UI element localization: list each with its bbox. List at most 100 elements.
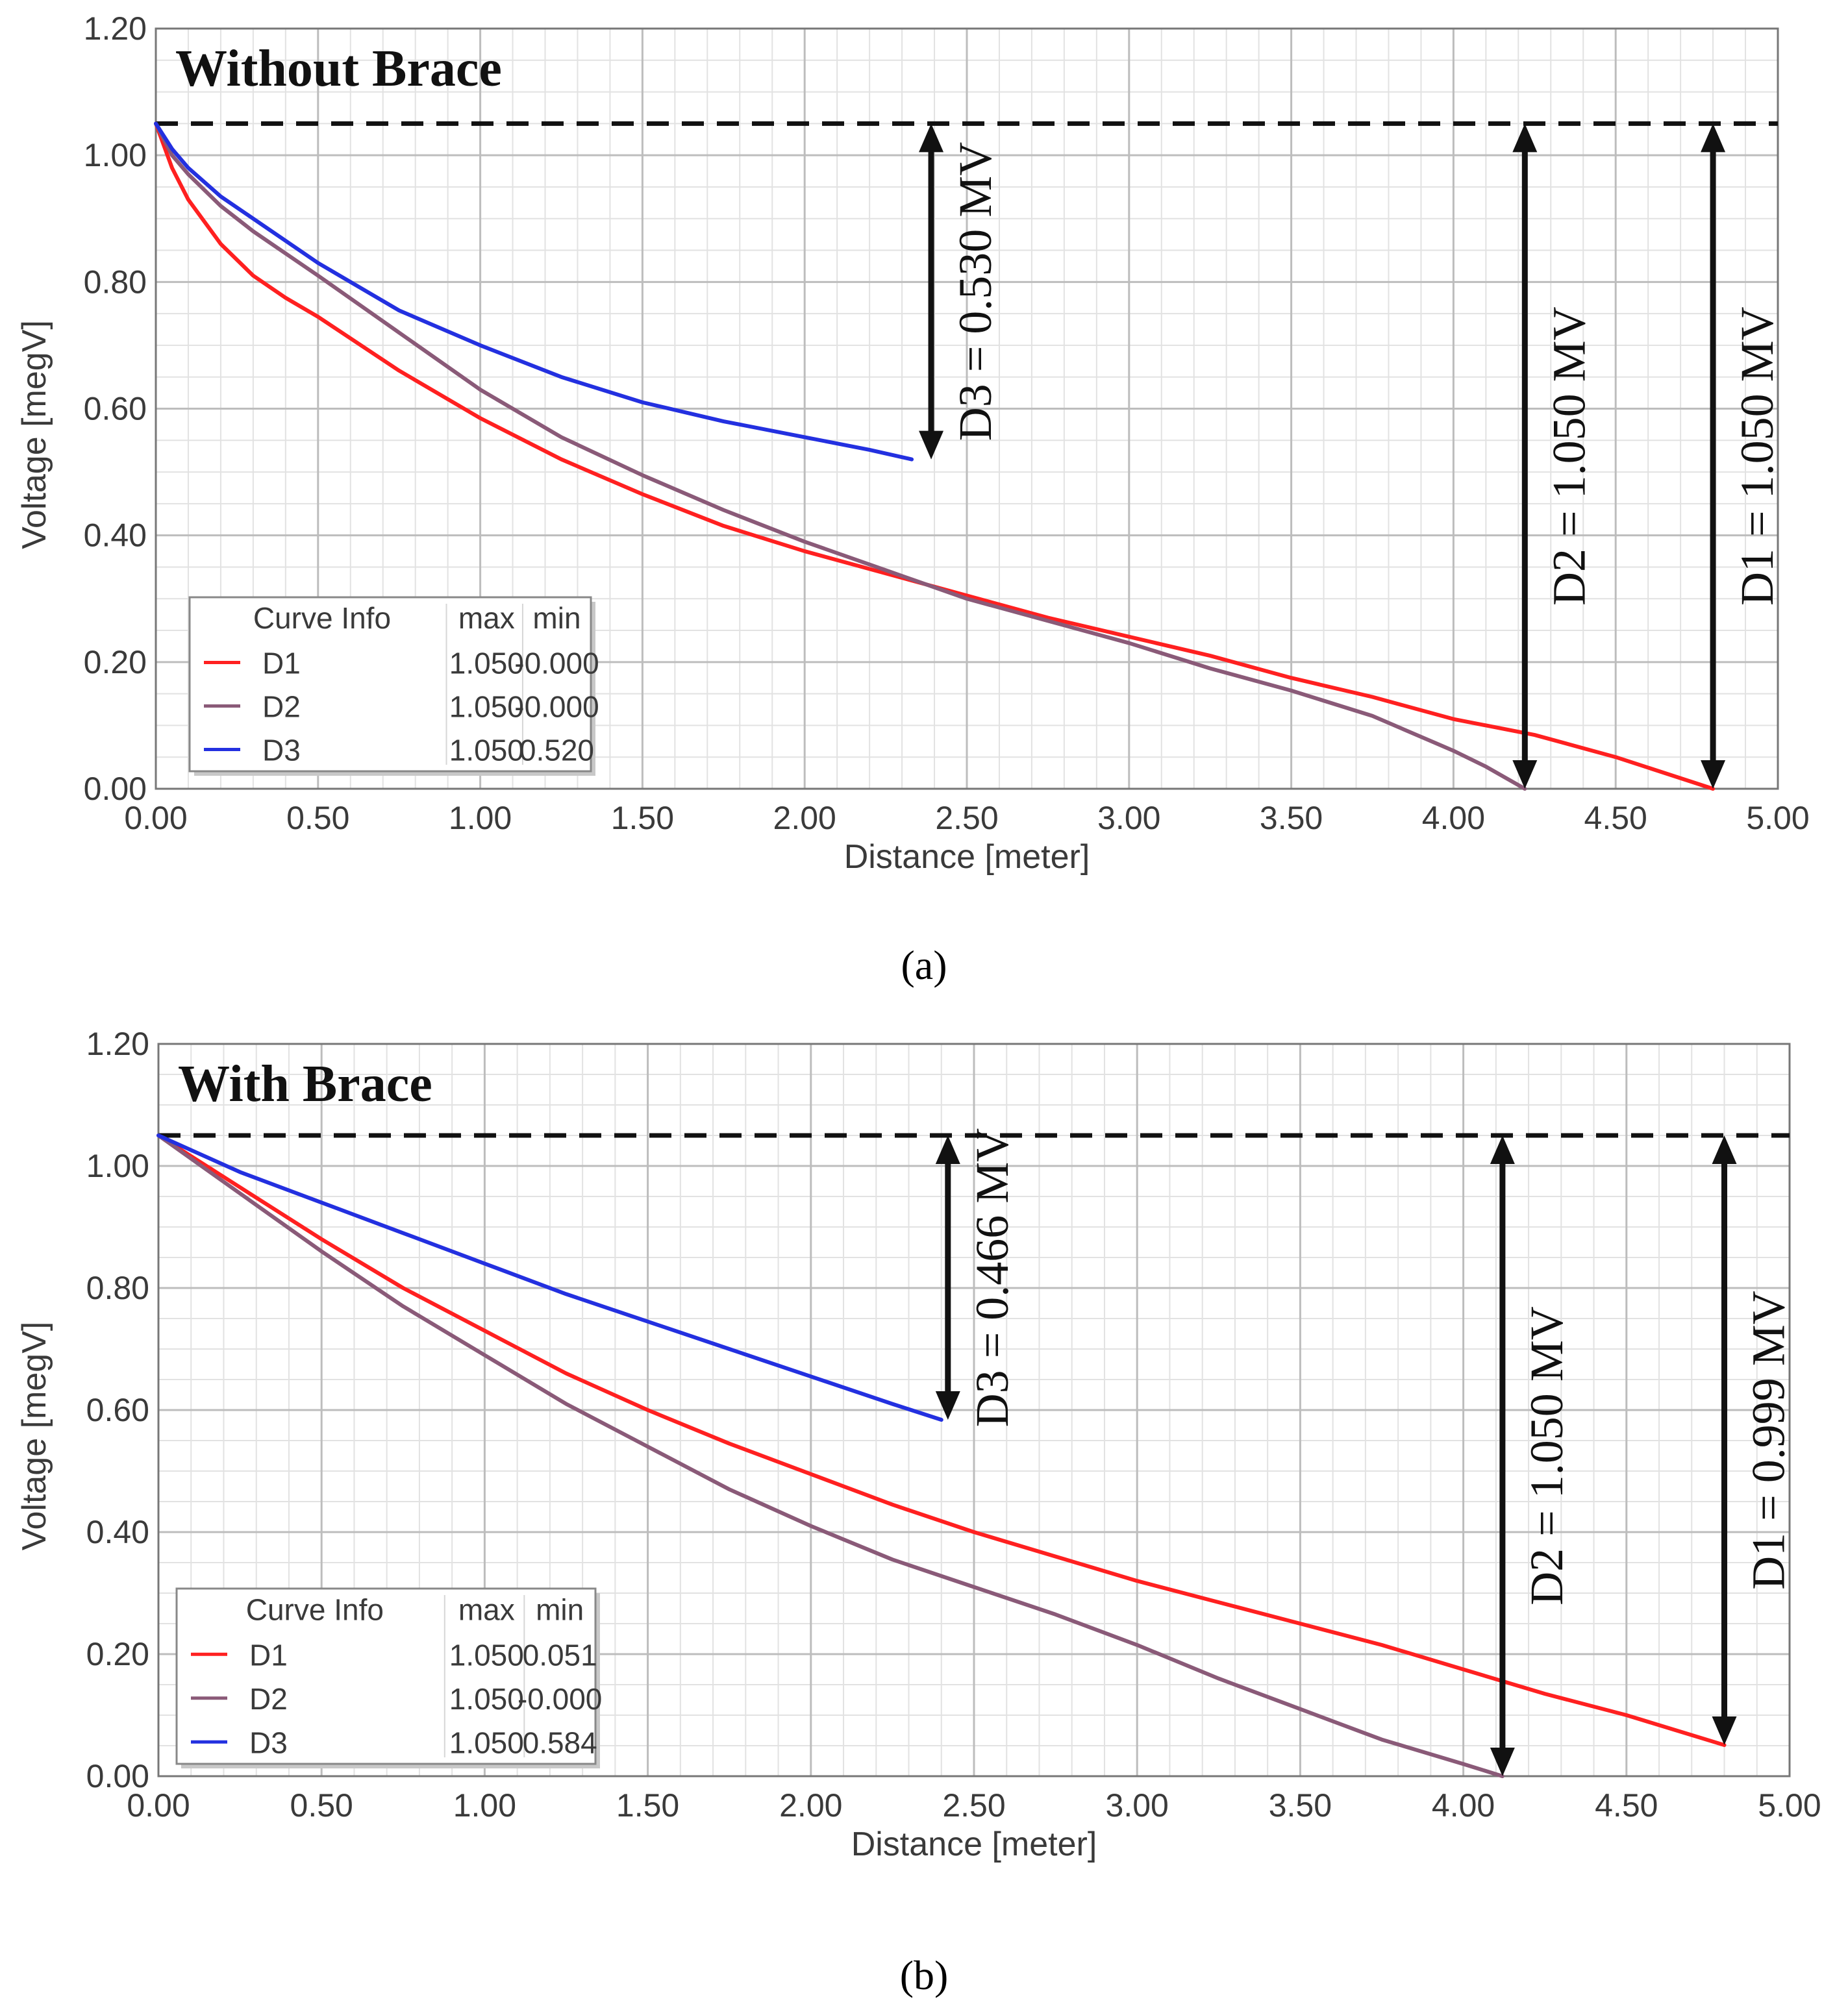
series-line-d1 [156, 1133, 1727, 1748]
x-tick-label: 5.00 [1746, 800, 1809, 836]
legend-min-value: -0.000 [514, 647, 599, 680]
y-tick-label: 1.00 [84, 137, 147, 173]
x-tick-label: 3.00 [1097, 800, 1160, 836]
y-tick-label: 0.20 [84, 644, 147, 680]
legend-header-cell: max [458, 601, 515, 635]
chart-panel-a: 0.00 0.50 1.00 1.50 2.00 2.50 3.00 3.50 4.00 4.50… [16, 10, 1810, 876]
x-tick-label: 3.50 [1269, 1787, 1332, 1824]
annotation-arrow [935, 1135, 960, 1420]
legend-box [188, 596, 592, 773]
legend-series-name: D1 [249, 1638, 288, 1672]
annotation-arrowhead-down [919, 430, 944, 460]
x-tick-label: 1.00 [453, 1787, 516, 1824]
chart-panel-b: 0.00 0.50 1.00 1.50 2.00 2.50 3.00 3.50 4.00 4.50… [16, 1026, 1821, 1863]
annotation-label: D3 = 0.530 MV [949, 142, 1001, 441]
x-tick-label: 0.00 [124, 800, 187, 836]
annotation-arrowhead-up [1712, 1135, 1737, 1164]
caption-b: (b) [900, 1952, 949, 1998]
annotation-arrowhead-up [1701, 123, 1726, 153]
legend-min-value: 0.051 [523, 1638, 597, 1672]
legend-series-name: D3 [262, 734, 301, 767]
y-axis-title: Voltage [megV] [16, 1322, 53, 1551]
annotation-arrowhead-up [935, 1135, 960, 1164]
chart-title: With Brace [178, 1056, 432, 1113]
x-tick-label: 1.00 [449, 800, 512, 836]
legend-series-name: D2 [249, 1682, 288, 1716]
series-line-d3 [154, 121, 914, 462]
annotation-arrowhead-up [1512, 123, 1538, 153]
y-tick-label: 0.40 [86, 1514, 149, 1550]
legend-min-value: -0.000 [514, 690, 599, 724]
y-tick-label: 1.00 [86, 1148, 149, 1184]
annotation-arrowhead-down [1512, 760, 1538, 789]
x-tick-label: 0.50 [286, 800, 349, 836]
legend-min-value: -0.000 [518, 1682, 602, 1716]
caption-a: (a) [901, 942, 947, 988]
annotation-arrow [1701, 123, 1726, 789]
series-line-d3 [156, 1133, 943, 1422]
annotation-arrowhead-down [1701, 760, 1726, 789]
annotation-label: D2 = 1.050 MV [1543, 306, 1595, 606]
annotation-arrowhead-up [919, 123, 944, 153]
y-tick-label: 0.80 [86, 1270, 149, 1306]
legend-max-value: 1.050 [449, 1638, 524, 1672]
y-tick-label: 1.20 [84, 10, 147, 47]
annotation-arrow [1712, 1135, 1737, 1746]
x-tick-label: 4.00 [1432, 1787, 1495, 1824]
x-axis-title: Distance [meter] [844, 838, 1090, 876]
x-tick-label: 3.00 [1106, 1787, 1169, 1824]
legend-min-value: 0.584 [523, 1726, 597, 1759]
legend-header-cell: min [536, 1593, 584, 1627]
annotation-label: D2 = 1.050 MV [1521, 1306, 1573, 1605]
annotation-label: D1 = 0.999 MV [1743, 1291, 1795, 1590]
annotation-arrowhead-down [935, 1391, 960, 1420]
x-tick-label: 2.50 [935, 800, 998, 836]
plot-frame [155, 27, 1779, 790]
legend-max-value: 1.050 [449, 1726, 524, 1759]
legend-header-cell: Curve Info [253, 601, 391, 635]
x-tick-label: 4.50 [1595, 1787, 1658, 1824]
y-tick-label: 0.00 [86, 1758, 149, 1794]
annotation-arrowhead-down [1490, 1748, 1515, 1776]
y-tick-label: 1.20 [86, 1026, 149, 1062]
x-axis-title: Distance [meter] [851, 1826, 1097, 1863]
x-tick-label: 0.50 [290, 1787, 353, 1824]
annotation-arrow [1490, 1135, 1515, 1776]
series-line-d1 [154, 121, 1716, 791]
x-tick-label: 2.00 [779, 1787, 842, 1824]
legend-max-value: 1.050 [449, 690, 524, 724]
x-tick-label: 1.50 [611, 800, 674, 836]
x-tick-label: 2.50 [942, 1787, 1005, 1824]
y-tick-label: 0.80 [84, 264, 147, 300]
legend-series-name: D1 [262, 647, 301, 680]
annotation-arrow [1512, 123, 1538, 789]
x-tick-label: 3.50 [1260, 800, 1323, 836]
y-tick-label: 0.60 [86, 1392, 149, 1428]
annotation-arrowhead-down [1712, 1716, 1737, 1746]
annotation-label: D1 = 1.050 MV [1731, 306, 1783, 606]
x-tick-label: 4.50 [1584, 800, 1647, 836]
legend-series-name: D2 [262, 690, 301, 724]
legend-max-value: 1.050 [449, 647, 524, 680]
legend-max-value: 1.050 [449, 1682, 524, 1716]
series-line-d2 [154, 121, 1527, 791]
legend-series-name: D3 [249, 1726, 288, 1759]
x-tick-label: 5.00 [1758, 1787, 1821, 1824]
legend-header-cell: max [458, 1593, 515, 1627]
x-tick-label: 1.50 [616, 1787, 679, 1824]
chart-title: Without Brace [175, 40, 502, 97]
y-tick-label: 0.60 [84, 391, 147, 427]
annotation-arrow [919, 123, 944, 460]
plot-frame [157, 1043, 1791, 1777]
y-tick-label: 0.00 [84, 771, 147, 807]
y-tick-label: 0.40 [84, 517, 147, 554]
y-axis-title: Voltage [megV] [16, 320, 53, 549]
series-line-d2 [156, 1133, 1505, 1778]
legend-min-value: 0.520 [519, 734, 594, 767]
legend-box [175, 1587, 597, 1765]
x-tick-label: 2.00 [773, 800, 836, 836]
x-tick-label: 0.00 [127, 1787, 190, 1824]
